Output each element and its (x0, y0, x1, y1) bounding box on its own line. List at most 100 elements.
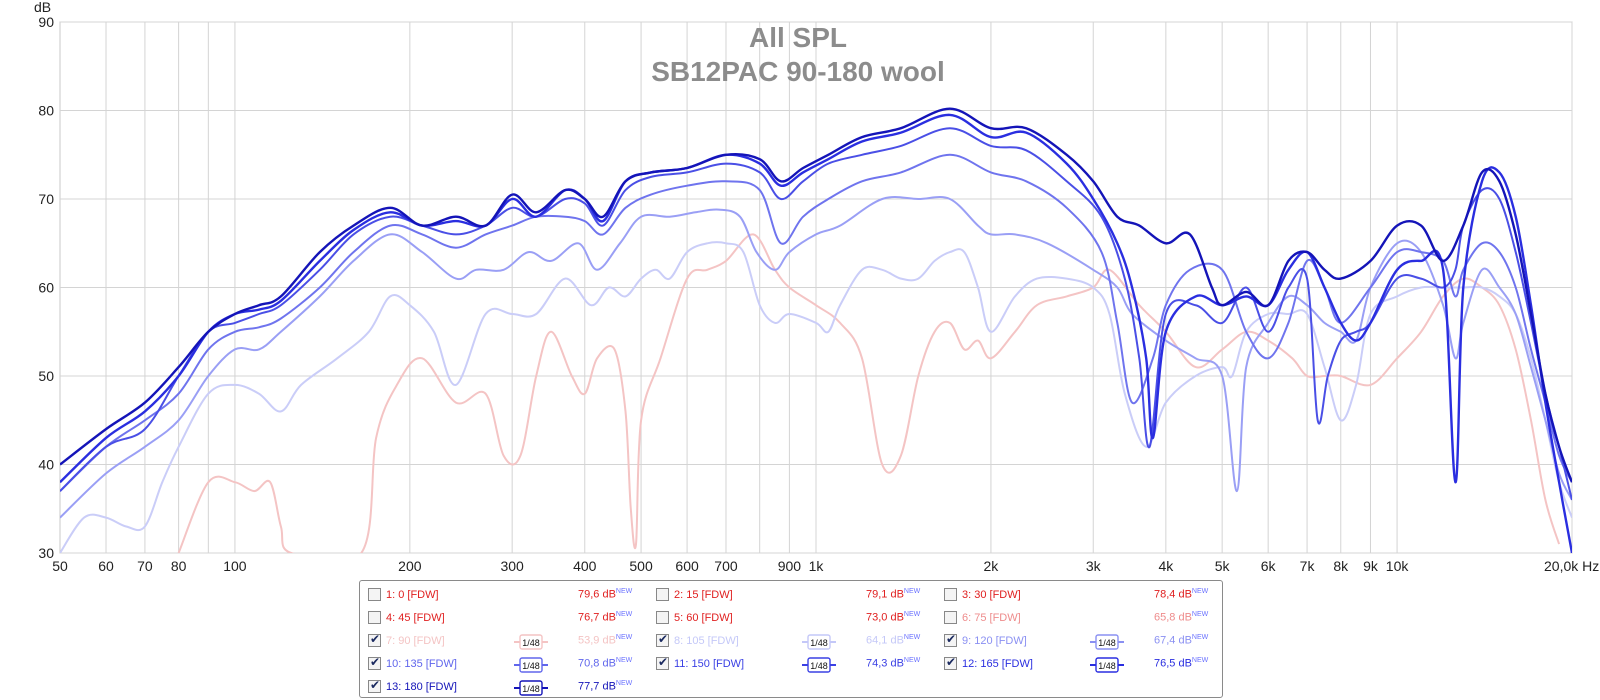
new-badge: NEW (615, 657, 633, 664)
legend-label: 10: 135 [FDW] (386, 658, 457, 670)
x-tick-label: 300 (500, 558, 524, 574)
legend-item[interactable]: 6: 75 [FDW] 65,8 dBNEW (944, 610, 1224, 630)
legend-checkbox[interactable] (944, 588, 957, 601)
new-badge: NEW (903, 657, 921, 664)
legend-value: 64,1 dBNEW (866, 634, 921, 647)
legend-checkbox[interactable] (368, 655, 381, 670)
x-tick-label: 3k (1086, 558, 1102, 574)
legend-checkbox[interactable] (368, 611, 381, 624)
smoothing-icon[interactable]: 1/48 (1090, 633, 1124, 651)
legend-item[interactable]: 4: 45 [FDW] 76,7 dBNEW (368, 610, 648, 630)
series-line-9 (60, 196, 1572, 519)
legend-label: 6: 75 [FDW] (962, 612, 1021, 624)
legend-item[interactable]: 13: 180 [FDW] 1/48 77,7 dBNEW (368, 678, 648, 699)
legend-item[interactable]: 1: 0 [FDW] 79,6 dBNEW (368, 587, 648, 607)
x-tick-label: 2k (984, 558, 1000, 574)
legend-checkbox[interactable] (368, 588, 381, 601)
legend-label: 13: 180 [FDW] (386, 681, 457, 693)
legend-item[interactable]: 11: 150 [FDW] 1/48 74,3 dBNEW (656, 655, 936, 676)
y-tick-label: 90 (38, 14, 54, 30)
legend-checkbox[interactable] (368, 632, 381, 647)
smoothing-icon[interactable]: 1/48 (1090, 656, 1124, 674)
smoothing-icon[interactable]: 1/48 (802, 656, 836, 674)
new-badge: NEW (615, 588, 633, 595)
x-tick-label: 200 (398, 558, 422, 574)
x-tick-label: 9k (1363, 558, 1379, 574)
legend-checkbox[interactable] (944, 655, 957, 670)
x-tick-label: 4k (1158, 558, 1174, 574)
legend-value: 79,1 dBNEW (866, 588, 921, 601)
x-tick-label: 900 (778, 558, 802, 574)
x-tick-label: 6k (1261, 558, 1277, 574)
new-badge: NEW (1191, 611, 1209, 618)
legend-checkbox[interactable] (656, 588, 669, 601)
x-tick-label: 60 (98, 558, 114, 574)
x-tick-label: 20,0k Hz (1544, 558, 1599, 574)
x-tick-label: 700 (714, 558, 738, 574)
legend-value: 70,8 dBNEW (578, 657, 633, 670)
chart-subtitle: SB12PAC 90-180 wool (651, 56, 945, 87)
legend-checkbox[interactable] (944, 611, 957, 624)
smoothing-icon[interactable]: 1/48 (514, 679, 548, 697)
legend-item[interactable]: 3: 30 [FDW] 78,4 dBNEW (944, 587, 1224, 607)
x-tick-label: 1k (809, 558, 825, 574)
smoothing-icon[interactable]: 1/48 (514, 656, 548, 674)
y-axis-unit: dB (34, 0, 51, 15)
legend-label: 4: 45 [FDW] (386, 612, 445, 624)
legend-item[interactable]: 12: 165 [FDW] 1/48 76,5 dBNEW (944, 655, 1224, 676)
smoothing-icon[interactable]: 1/48 (802, 633, 836, 651)
y-tick-label: 80 (38, 103, 54, 119)
new-badge: NEW (1191, 657, 1209, 664)
legend-value: 74,3 dBNEW (866, 657, 921, 670)
legend-item[interactable]: 9: 120 [FDW] 1/48 67,4 dBNEW (944, 632, 1224, 653)
smoothing-label: 1/48 (1098, 638, 1116, 648)
legend-item[interactable]: 5: 60 [FDW] 73,0 dBNEW (656, 610, 936, 630)
new-badge: NEW (1191, 634, 1209, 641)
legend-item[interactable]: 7: 90 [FDW] 1/48 53,9 dBNEW (368, 632, 648, 653)
legend-checkbox[interactable] (656, 632, 669, 647)
legend-item[interactable]: 2: 15 [FDW] 79,1 dBNEW (656, 587, 936, 607)
legend-value: 78,4 dBNEW (1154, 588, 1209, 601)
series-line-7 (177, 233, 1561, 553)
smoothing-label: 1/48 (1098, 661, 1116, 671)
legend-checkbox[interactable] (368, 678, 381, 693)
new-badge: NEW (1191, 588, 1209, 595)
x-tick-label: 400 (573, 558, 597, 574)
legend-label: 11: 150 [FDW] (674, 658, 745, 670)
legend-value: 67,4 dBNEW (1154, 634, 1209, 647)
chart-title: All SPL (749, 22, 847, 53)
series-line-8 (60, 241, 1572, 553)
legend-checkbox[interactable] (656, 611, 669, 624)
x-tick-label: 70 (137, 558, 153, 574)
new-badge: NEW (615, 680, 633, 687)
new-badge: NEW (903, 634, 921, 641)
series-layer (60, 107, 1572, 553)
y-tick-label: 30 (38, 545, 54, 561)
series-line-11 (60, 127, 1572, 501)
legend-label: 1: 0 [FDW] (386, 589, 439, 601)
legend-value: 73,0 dBNEW (866, 611, 921, 624)
legend-label: 8: 105 [FDW] (674, 635, 739, 647)
legend-label: 5: 60 [FDW] (674, 612, 733, 624)
legend-checkbox[interactable] (944, 632, 957, 647)
series-line-12 (60, 113, 1572, 553)
new-badge: NEW (903, 588, 921, 595)
legend-label: 7: 90 [FDW] (386, 635, 445, 647)
series-line-10 (60, 153, 1572, 492)
new-badge: NEW (615, 634, 633, 641)
legend-checkbox[interactable] (656, 655, 669, 670)
x-tick-label: 8k (1333, 558, 1349, 574)
legend-item[interactable]: 8: 105 [FDW] 1/48 64,1 dBNEW (656, 632, 936, 653)
x-tick-label: 10k (1386, 558, 1410, 574)
legend-item[interactable]: 10: 135 [FDW] 1/48 70,8 dBNEW (368, 655, 648, 676)
x-tick-label: 500 (629, 558, 653, 574)
legend-panel: 1: 0 [FDW] 79,6 dBNEW 2: 15 [FDW] 79,1 dBNE… (359, 580, 1223, 698)
y-tick-label: 50 (38, 368, 54, 384)
legend-value: 77,7 dBNEW (578, 680, 633, 693)
smoothing-icon[interactable]: 1/48 (514, 633, 548, 651)
legend-value: 76,5 dBNEW (1154, 657, 1209, 670)
smoothing-label: 1/48 (522, 684, 540, 694)
legend-value: 76,7 dBNEW (578, 611, 633, 624)
x-tick-label: 80 (171, 558, 187, 574)
legend-label: 3: 30 [FDW] (962, 589, 1021, 601)
